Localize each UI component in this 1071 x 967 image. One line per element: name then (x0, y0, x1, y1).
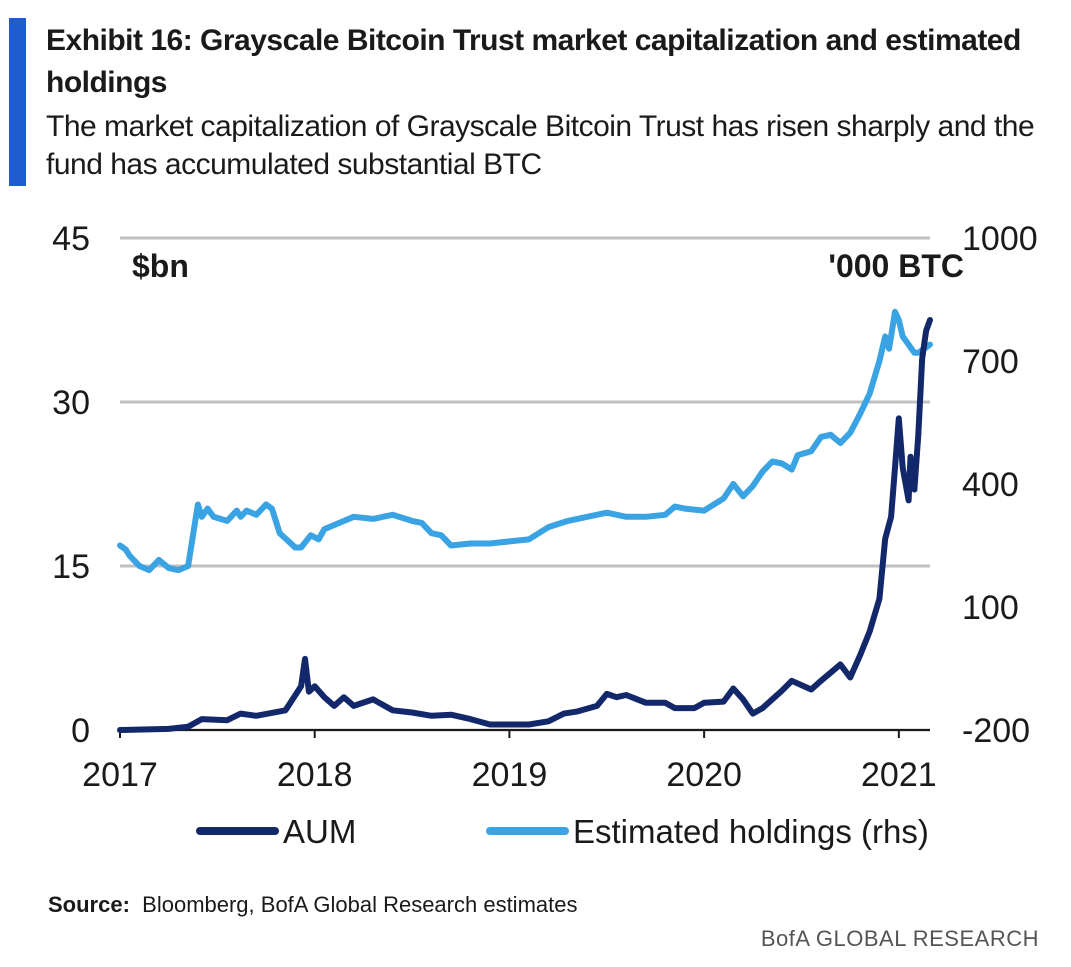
brand-footer: BofA GLOBAL RESEARCH (760, 926, 1039, 951)
left-tick-label: 30 (52, 384, 90, 422)
exhibit-subtitle: The market capitalization of Grayscale B… (46, 110, 1035, 181)
aum-series-line (117, 317, 933, 733)
x-tick-label: 2020 (666, 756, 742, 794)
source-note: Source: Bloomberg, BofA Global Research … (48, 892, 577, 918)
grid-lines (120, 236, 930, 732)
right-tick-label: 100 (962, 589, 1019, 627)
x-axis: 2017 2018 2019 2020 2021 (82, 730, 937, 794)
right-tick-label: 400 (962, 466, 1019, 504)
x-tick-label: 2021 (861, 756, 937, 794)
left-axis: 45 30 15 0 (52, 220, 90, 750)
left-tick-label: 15 (52, 548, 90, 586)
holdings-series-line (117, 308, 933, 574)
accent-bar (9, 18, 26, 186)
right-axis: 1000 700 400 100 -200 (962, 220, 1038, 750)
exhibit-title: Exhibit 16: Grayscale Bitcoin Trust mark… (46, 24, 1021, 99)
source-label: Source: (48, 892, 130, 917)
left-tick-label: 45 (52, 220, 90, 258)
left-tick-label: 0 (71, 712, 90, 750)
x-tick-label: 2018 (277, 756, 353, 794)
right-unit-label: '000 BTC (828, 248, 964, 284)
x-tick-label: 2017 (82, 756, 158, 794)
right-tick-label: -200 (962, 712, 1030, 750)
right-tick-label: 700 (962, 343, 1019, 381)
left-unit-label: $bn (132, 248, 189, 284)
legend: AUM Estimated holdings (rhs) (196, 813, 929, 850)
right-tick-label: 1000 (962, 220, 1038, 258)
legend-aum-label: AUM (283, 813, 356, 850)
x-tick-label: 2019 (472, 756, 548, 794)
legend-holdings-label: Estimated holdings (rhs) (573, 813, 929, 850)
source-text: Bloomberg, BofA Global Research estimate… (142, 892, 578, 917)
